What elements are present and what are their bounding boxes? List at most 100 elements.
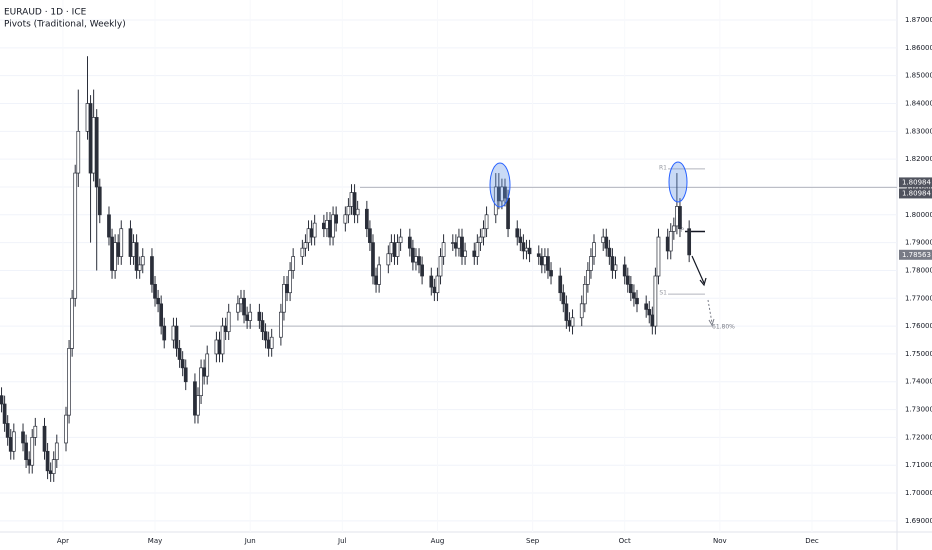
candle-body [260,320,265,333]
candle-body [70,297,74,349]
y-tick-label: 1.82000 [905,155,932,163]
candle-body [515,228,520,238]
y-tick-label: 1.71000 [905,461,932,469]
candle-body [306,228,311,243]
price-label-box [899,177,932,188]
pivot-label: P [680,227,684,234]
candle-body [334,214,338,224]
candle-body [113,242,117,271]
candle-body [678,206,682,230]
candle-body [539,256,544,266]
y-tick-label: 1.86000 [905,44,932,52]
candle-body [355,208,360,216]
candle-body [76,130,81,174]
candle-body [481,228,486,238]
candle-body [484,214,489,230]
candle-body [202,367,206,377]
candle-body [73,172,78,299]
candle-body [88,103,93,174]
candle-body [183,367,188,383]
candle-body [371,242,375,277]
candle-body [220,325,225,355]
candle-body [282,284,286,313]
candle-body [625,275,630,285]
candle-body [389,242,394,255]
candle-body [153,284,157,299]
candle-body [140,256,145,266]
candle-body [291,256,296,271]
candle-body [150,256,154,285]
candle-body [579,303,584,319]
candle-body [205,353,210,377]
candle-body [601,236,606,243]
x-tick-label: Jun [244,537,256,545]
candle-body [503,186,507,199]
pivot-label: S1 [659,290,667,297]
price-label: 1.80984 [902,189,931,197]
candle-body [107,214,111,238]
y-tick-label: 1.73000 [905,406,932,414]
candle-body [438,256,443,277]
candle-body [236,303,240,313]
candle-body [174,325,179,349]
candle-body [417,256,421,266]
x-tick-label: Sep [526,537,540,545]
candle-body [331,214,335,238]
candle-body [134,242,139,271]
candle-body [193,381,197,416]
candle-body [607,247,612,257]
candle-body [653,275,658,327]
indicator-label: Pivots (Traditional, Weekly) [4,20,126,30]
candle-body [613,264,618,271]
candle-body [592,242,596,257]
candle-body [279,311,283,338]
candle-body [435,275,440,294]
y-tick-label: 1.72000 [905,433,932,441]
candle-body [309,228,314,238]
candle-body [159,303,164,327]
candle-body [54,442,59,461]
candle-body [622,264,627,277]
highlight-ellipse [668,161,688,203]
candle-body [463,250,467,257]
candle-body [567,320,572,327]
candle-body [322,222,326,230]
candle-body [656,236,661,277]
candle-body [675,206,679,227]
candle-body [564,303,569,321]
candle-body [285,284,289,294]
candle-body [346,206,351,216]
candle-body [24,442,28,461]
candle-body [2,403,7,424]
candle-body [561,292,566,305]
candle-body [269,336,274,349]
candle-body [364,208,369,230]
candle-body [242,297,246,316]
candle-body [414,256,418,263]
candle-body [21,431,25,444]
candle-body [441,242,446,257]
candle-body [460,236,464,257]
candle-body [632,292,636,299]
x-tick-label: Apr [57,537,69,545]
candle-body [478,236,483,243]
candle-body [67,348,71,416]
y-tick-label: 1.74000 [905,378,932,386]
candle-body [137,264,142,271]
candle-body [328,220,332,238]
candle-body [352,192,357,216]
candle-body [687,228,692,256]
candle-body [411,247,415,263]
candle-body [51,459,56,474]
candle-body [644,303,649,310]
y-tick-label: 1.87000 [905,16,932,24]
x-tick-label: Dec [805,537,819,545]
y-tick-label: 1.70000 [905,489,932,497]
y-tick-label: 1.78000 [905,266,932,274]
candle-body [374,275,378,285]
candle-body [475,242,480,257]
candle-body [628,284,633,294]
highlight-ellipse [489,162,511,208]
candle-body [45,450,50,472]
